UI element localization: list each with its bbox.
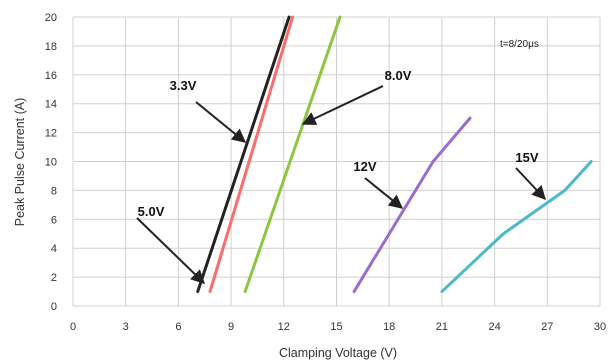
x-tick-label: 30 [594,321,606,333]
y-tick-label: 12 [45,128,57,140]
series-arrow-5-0v [136,217,206,284]
y-tick-label: 18 [45,41,57,53]
series-label-3-3v: 3.3V [170,78,197,93]
series-label-12v: 12V [353,159,376,174]
x-tick-label: 21 [436,321,448,333]
x-tick-label: 27 [541,321,553,333]
x-tick-label: 3 [123,321,129,333]
y-tick-label: 0 [51,301,57,313]
series-line-3-3v [208,15,295,294]
y-tick-label: 8 [51,185,57,197]
x-tick-label: 18 [383,321,395,333]
series-arrow-8-0v [301,85,384,125]
series-label-5-0v: 5.0V [138,204,165,219]
y-tick-label: 14 [45,99,57,111]
series-line-5-0v [196,15,291,294]
series-lines [196,15,593,294]
y-tick-label: 4 [51,243,57,255]
series-label-15v: 15V [515,150,538,165]
x-tick-label: 6 [175,321,181,333]
series-annotations: 3.3V 5.0V 8.0V 12V 15V [136,68,546,284]
series-line-8-0v [243,15,342,294]
series-label-8-0v: 8.0V [385,68,412,83]
series-arrow-3-3v [195,101,247,143]
y-tick-label: 10 [45,157,57,169]
x-tick-label: 0 [70,321,76,333]
y-axis-title: Peak Pulse Current (A) [13,98,27,227]
grid [72,16,601,307]
x-tick-label: 15 [330,321,342,333]
series-line-15v [440,160,593,294]
x-axis-title: Clamping Voltage (V) [279,346,397,360]
x-tick-label: 9 [228,321,234,333]
pulse-waveform-note: t=8/20μs [500,39,539,50]
x-tick-label: 24 [488,321,500,333]
y-tick-label: 2 [51,272,57,284]
y-tick-label: 16 [45,70,57,82]
series-line-12v [352,116,472,294]
y-tick-label: 20 [45,12,57,24]
y-tick-label: 6 [51,214,57,226]
series-arrow-15v [515,167,546,201]
x-tick-label: 12 [278,321,290,333]
series-arrow-12v [364,177,404,209]
